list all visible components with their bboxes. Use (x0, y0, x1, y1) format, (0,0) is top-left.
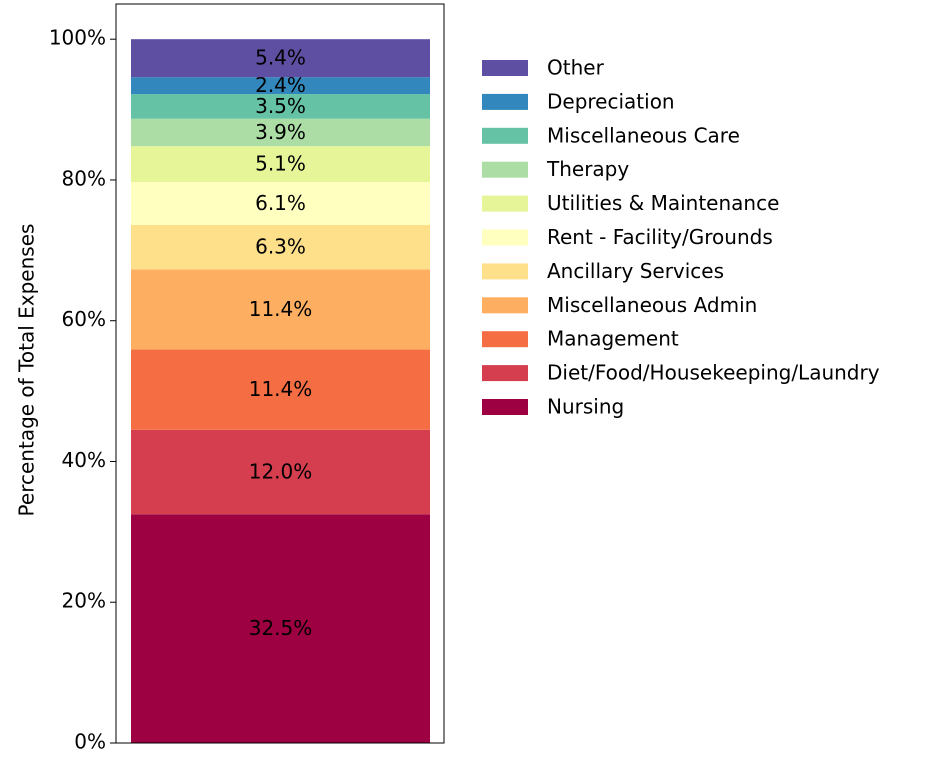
legend-swatch (482, 93, 528, 110)
legend-label: Rent - Facility/Grounds (547, 225, 773, 249)
data-label: 6.3% (255, 235, 306, 259)
legend-swatch (482, 331, 528, 348)
y-tick-label: 80% (62, 166, 106, 190)
legend-label: Ancillary Services (547, 259, 724, 283)
legend-label: Other (547, 56, 605, 80)
legend-swatch (482, 399, 528, 415)
legend-label: Nursing (547, 395, 624, 419)
bar-segment (131, 39, 430, 78)
bar-segment (131, 349, 430, 430)
legend-label: Diet/Food/Housekeeping/Laundry (547, 361, 880, 385)
y-tick-label: 100% (49, 26, 106, 50)
bar-segment (131, 429, 430, 515)
legend-label: Depreciation (547, 89, 675, 113)
legend-swatch (482, 127, 528, 144)
legend-label: Utilities & Maintenance (547, 191, 779, 215)
bar-segment (131, 269, 430, 350)
data-label: 5.4% (255, 46, 306, 70)
data-label: 3.9% (255, 120, 306, 144)
bar-segment (131, 182, 430, 225)
legend-swatch (482, 229, 528, 246)
data-label: 11.4% (249, 377, 313, 401)
legend-label: Miscellaneous Admin (547, 293, 757, 317)
data-label: 5.1% (255, 152, 306, 176)
legend-label: Miscellaneous Care (547, 123, 740, 147)
plot-frame (115, 3, 445, 744)
legend-swatch (482, 60, 528, 76)
legend-label: Management (547, 327, 679, 351)
data-label: 11.4% (249, 297, 313, 321)
data-label: 6.1% (255, 191, 306, 215)
bar-segment (131, 224, 430, 270)
data-label: 32.5% (249, 616, 313, 640)
legend-swatch (482, 161, 528, 178)
legend-swatch (482, 195, 528, 212)
y-tick-label: 40% (62, 448, 106, 472)
legend-label: Therapy (546, 157, 629, 181)
legend-swatch (482, 297, 528, 314)
bar-segment (131, 146, 430, 183)
y-tick-label: 0% (74, 730, 106, 754)
y-tick-label: 60% (62, 307, 106, 331)
bar-segment (131, 514, 430, 743)
bar-segment (131, 77, 430, 95)
legend-swatch (482, 365, 528, 382)
data-label: 12.0% (249, 460, 313, 484)
bar-segment (131, 118, 430, 147)
data-label: 3.5% (255, 94, 306, 118)
y-tick-label: 20% (62, 589, 106, 613)
legend-swatch (482, 263, 528, 280)
y-axis-label: Percentage of Total Expenses (15, 224, 39, 517)
bar-segment (131, 94, 430, 119)
